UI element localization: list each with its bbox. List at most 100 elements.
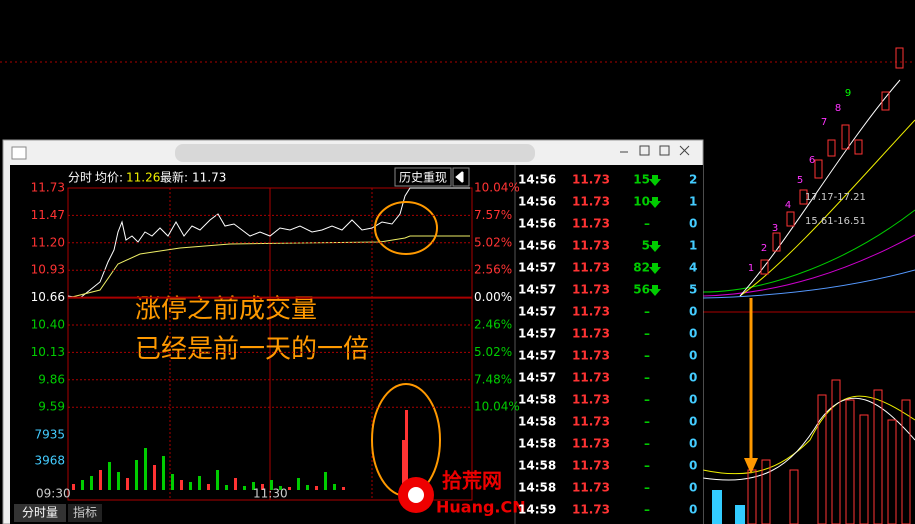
price-axis-label: 10.40 bbox=[31, 318, 65, 332]
pct-axis-label: 5.02% bbox=[474, 235, 512, 249]
pct-axis-label: 5.02% bbox=[474, 345, 512, 359]
volume-bar bbox=[108, 462, 111, 490]
window-controls[interactable] bbox=[620, 145, 690, 156]
pct-axis-label: 10.04% bbox=[474, 400, 520, 414]
tick-price: 11.73 bbox=[572, 349, 610, 363]
tick-price: 11.73 bbox=[572, 481, 610, 495]
volume-bars bbox=[72, 410, 408, 490]
volume-bar bbox=[342, 487, 345, 490]
tick-count: 0 bbox=[689, 459, 697, 473]
tick-count: 0 bbox=[689, 415, 697, 429]
tick-volume: 10 bbox=[633, 195, 650, 209]
ma-line bbox=[702, 269, 915, 299]
volume-bar bbox=[402, 440, 405, 490]
volume-bar bbox=[324, 472, 327, 490]
tick-price: 11.73 bbox=[572, 217, 610, 231]
tick-time: 14:57 bbox=[518, 261, 556, 275]
pct-axis-label: 10.04% bbox=[474, 181, 520, 195]
volume-bar bbox=[288, 487, 291, 490]
history-button[interactable] bbox=[394, 167, 452, 187]
window-icon bbox=[11, 146, 27, 160]
volume-bar bbox=[279, 486, 282, 490]
tick-volume: – bbox=[644, 327, 650, 341]
mode-label: 分时 bbox=[68, 171, 92, 185]
tick-count: 0 bbox=[689, 327, 697, 341]
pct-axis-label: 7.48% bbox=[474, 372, 512, 386]
volume-bar bbox=[189, 482, 192, 490]
tick-count: 2 bbox=[689, 173, 697, 187]
volume-bar bbox=[90, 476, 93, 490]
tab-label[interactable]: 指标 bbox=[73, 505, 97, 520]
range-label: 15.61-16.51 bbox=[805, 216, 866, 227]
volume-bar bbox=[117, 472, 120, 490]
tick-count: 0 bbox=[689, 305, 697, 319]
tab-label[interactable]: 分时量 bbox=[22, 506, 58, 520]
tick-time: 14:58 bbox=[518, 459, 556, 473]
tick-time: 14:57 bbox=[518, 283, 556, 297]
volume-bar bbox=[99, 470, 102, 490]
tick-count: 1 bbox=[689, 239, 697, 253]
tick-time: 14:58 bbox=[518, 481, 556, 495]
tick-price: 11.73 bbox=[572, 459, 610, 473]
tick-price: 11.73 bbox=[572, 327, 610, 341]
tick-volume: – bbox=[644, 305, 650, 319]
tick-count: 0 bbox=[689, 481, 697, 495]
tab[interactable] bbox=[68, 504, 102, 522]
tick-time: 14:57 bbox=[518, 327, 556, 341]
tick-price: 11.73 bbox=[572, 437, 610, 451]
price-axis-label: 11.73 bbox=[31, 181, 65, 195]
history-button-label[interactable]: 历史重现 bbox=[399, 171, 447, 185]
down-arrow bbox=[649, 241, 661, 252]
range-label: 17.17-17.21 bbox=[805, 192, 866, 203]
volume-bar bbox=[234, 478, 237, 490]
pct-axis-label: 2.46% bbox=[474, 318, 512, 332]
candle-count: 1 bbox=[748, 263, 754, 274]
volume-bar bbox=[171, 474, 174, 490]
candle-count: 8 bbox=[835, 103, 841, 114]
candle-count: 9 bbox=[845, 88, 851, 99]
tick-price: 11.73 bbox=[572, 261, 610, 275]
volume-bar bbox=[153, 465, 156, 490]
tick-price: 11.73 bbox=[572, 283, 610, 297]
tick-volume: – bbox=[644, 371, 650, 385]
tick-volume: – bbox=[644, 415, 650, 429]
volume-bar bbox=[162, 456, 165, 490]
volume-bar bbox=[126, 478, 129, 490]
volume-bar bbox=[216, 470, 219, 490]
volume-bar bbox=[243, 486, 246, 490]
tick-time: 14:56 bbox=[518, 239, 556, 253]
watermark-site: 拾荒网 bbox=[442, 469, 502, 493]
ma-line bbox=[739, 119, 915, 297]
volume-axis-label: 3968 bbox=[34, 454, 65, 468]
candle-count: 6 bbox=[809, 155, 815, 166]
tick-volume: – bbox=[644, 217, 650, 231]
volume-bar bbox=[333, 484, 336, 490]
tick-price: 11.73 bbox=[572, 415, 610, 429]
tick-price: 11.73 bbox=[572, 239, 610, 253]
volume-bar bbox=[297, 478, 300, 490]
tick-time: 14:59 bbox=[518, 503, 556, 517]
tick-volume: 56 bbox=[633, 283, 650, 297]
avg-label: 均价: bbox=[95, 171, 123, 185]
pct-axis-label: 0.00% bbox=[474, 290, 512, 304]
volume-bar bbox=[180, 480, 183, 490]
tick-price: 11.73 bbox=[572, 393, 610, 407]
price-axis-label: 11.20 bbox=[31, 235, 65, 249]
price-axis-label: 9.86 bbox=[38, 372, 65, 386]
highlight-circle bbox=[374, 201, 438, 255]
ma-line bbox=[702, 209, 915, 293]
down-arrow bbox=[649, 175, 661, 186]
volume-bar bbox=[81, 480, 84, 490]
tab[interactable] bbox=[14, 504, 66, 522]
tick-time: 14:58 bbox=[518, 393, 556, 407]
tick-volume: 82 bbox=[633, 261, 650, 275]
tick-volume: – bbox=[644, 503, 650, 517]
volume-axis-label: 7935 bbox=[34, 428, 65, 442]
avg-line bbox=[67, 235, 470, 299]
tick-count: 0 bbox=[689, 393, 697, 407]
last-value: 11.73 bbox=[192, 171, 226, 185]
tick-count: 5 bbox=[689, 283, 697, 297]
candle-count: 2 bbox=[761, 243, 767, 254]
time-axis-label: 11:30 bbox=[253, 487, 288, 501]
